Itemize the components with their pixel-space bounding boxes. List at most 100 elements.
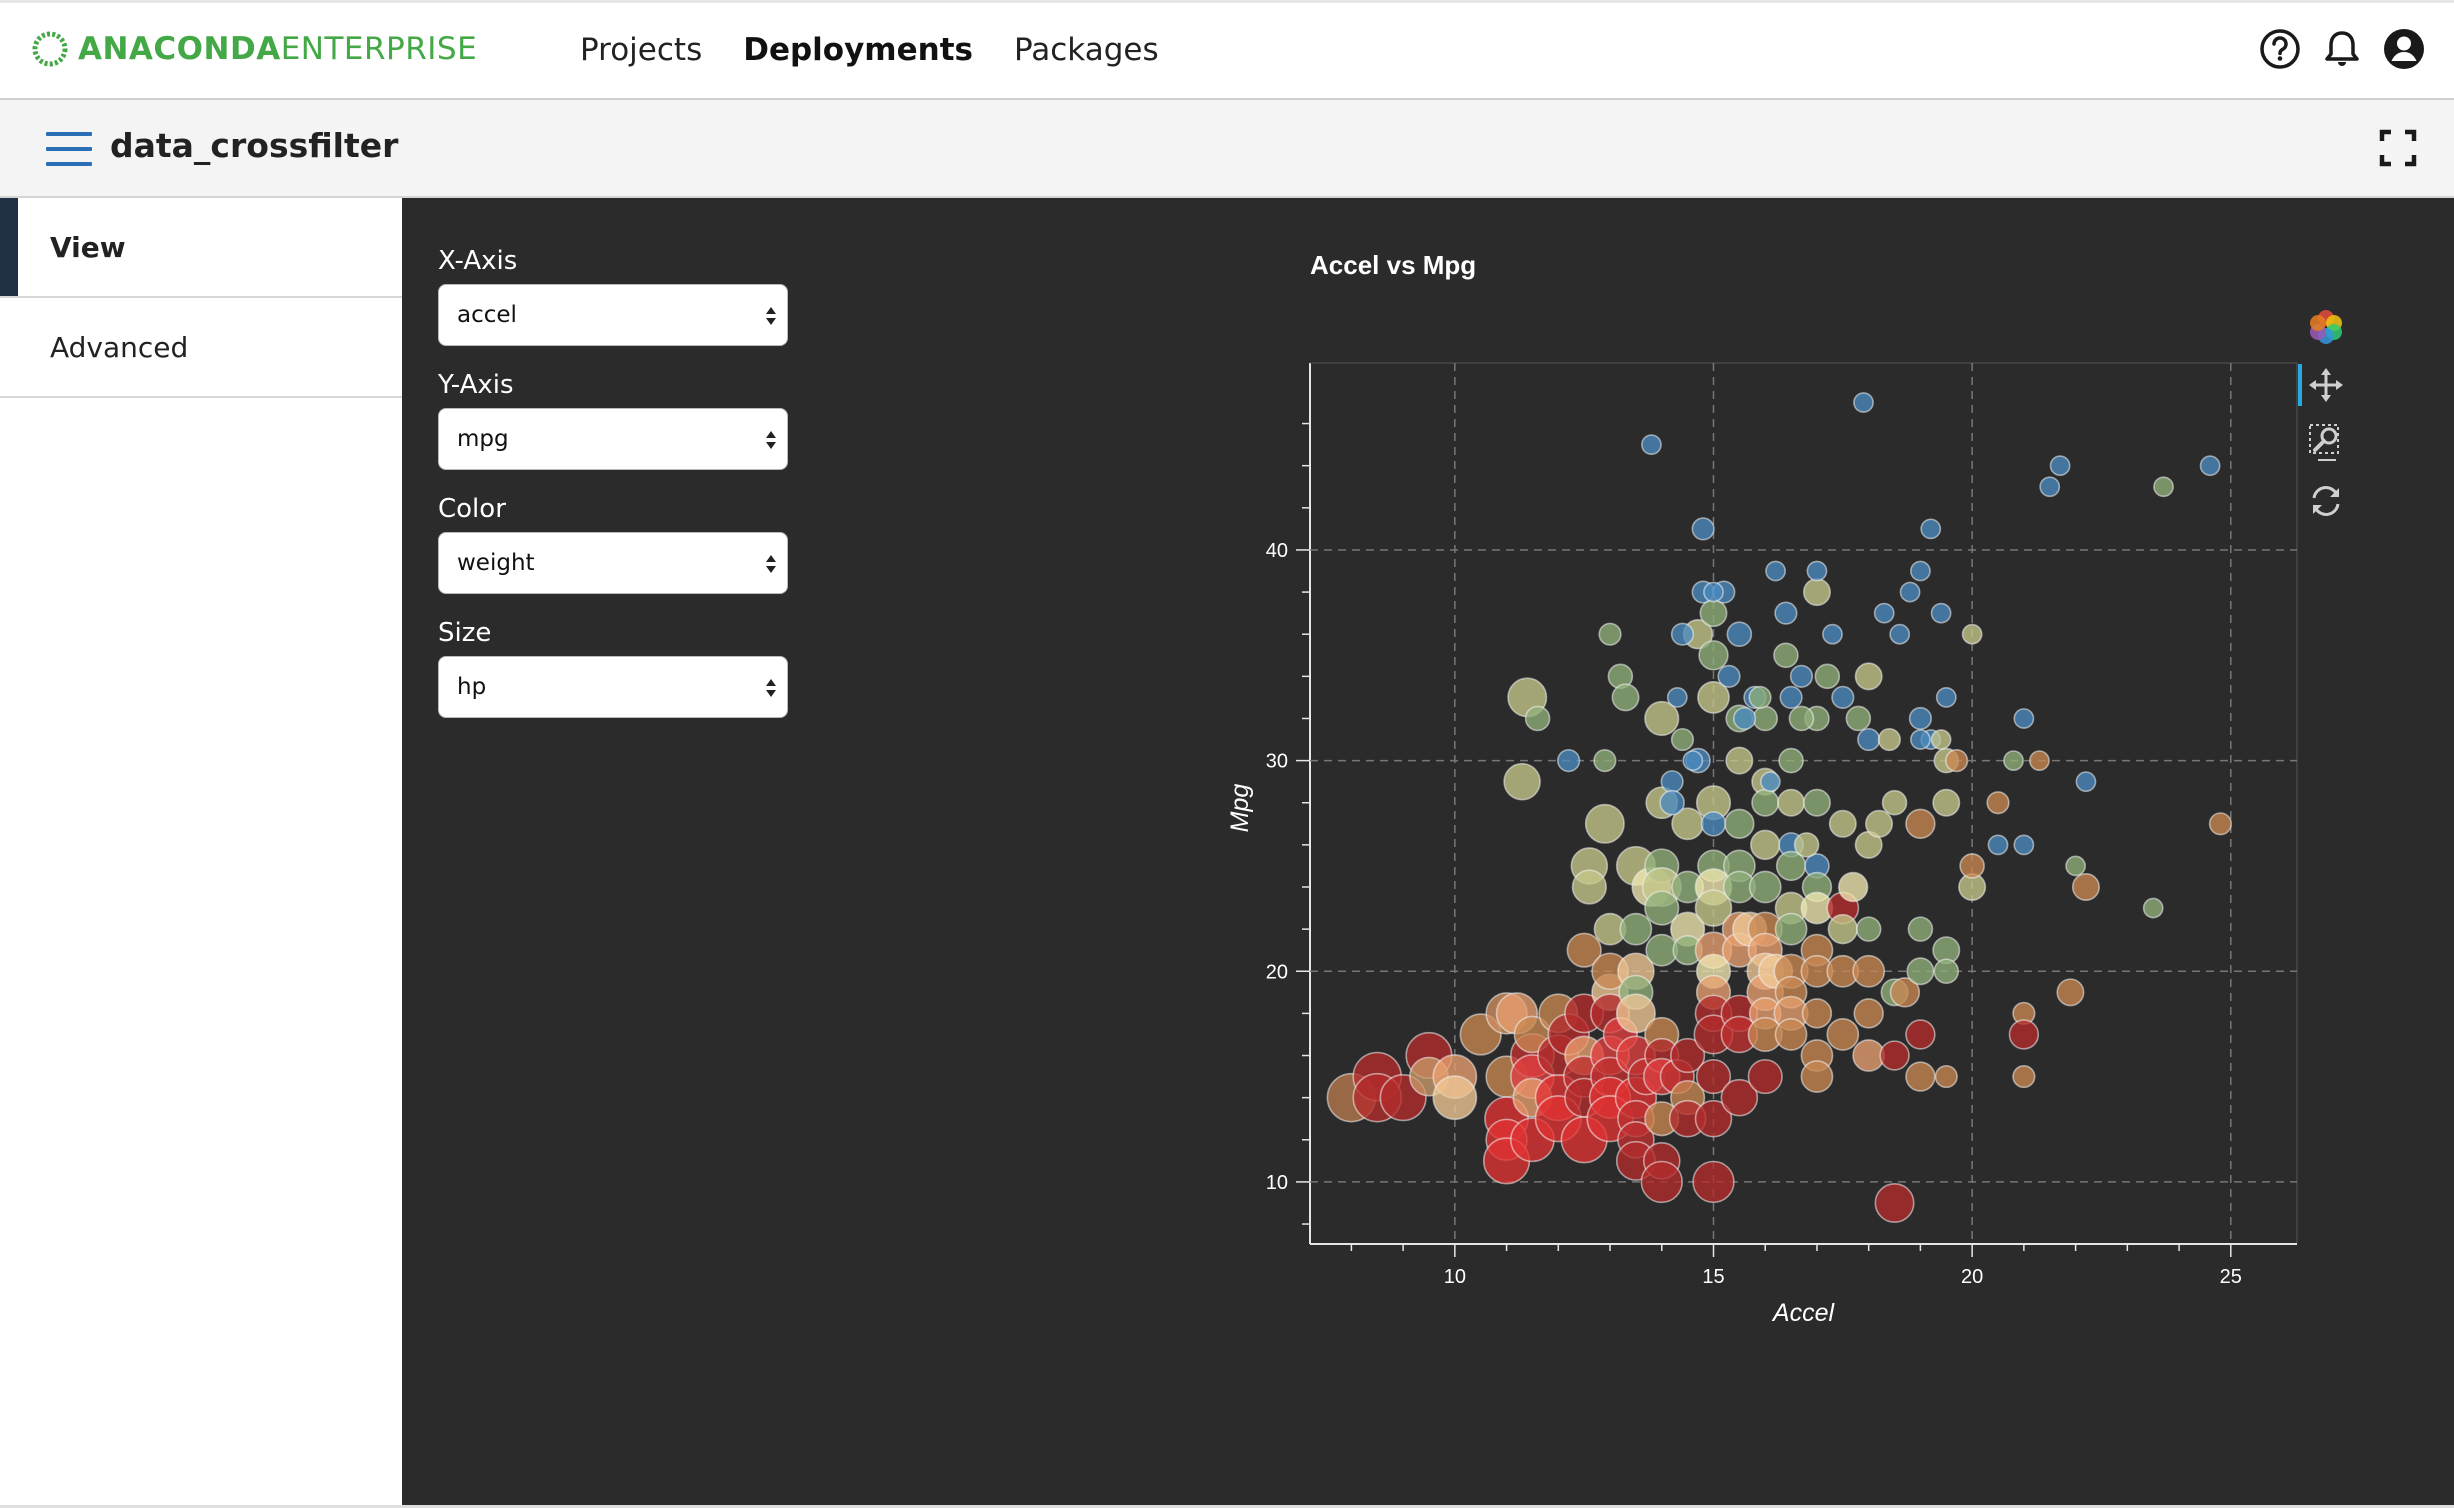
data-point [1751, 788, 1780, 817]
data-point [1697, 681, 1730, 714]
data-point [1905, 808, 1936, 839]
help-icon[interactable] [2258, 27, 2302, 71]
box-zoom-icon[interactable] [2302, 414, 2350, 472]
data-point [1930, 729, 1952, 750]
data-point [1905, 1019, 1936, 1050]
data-point [1703, 581, 1724, 603]
data-point [1611, 683, 1640, 712]
color-select[interactable]: weight [438, 532, 788, 594]
data-point [1732, 706, 1757, 731]
tab-advanced[interactable]: Advanced [0, 298, 402, 398]
data-point [2056, 978, 2085, 1007]
data-point [1765, 560, 1786, 582]
data-point [1659, 789, 1685, 816]
data-point [1748, 870, 1782, 904]
y-axis-select[interactable]: mpg [438, 408, 788, 470]
data-point [1640, 1160, 1683, 1204]
data-point [2028, 750, 2050, 772]
data-point [2142, 897, 2164, 919]
data-point [1899, 581, 1921, 603]
reset-icon[interactable] [2302, 472, 2350, 530]
data-point [1670, 1037, 1706, 1074]
data-point [1598, 622, 1622, 646]
data-point [1920, 518, 1942, 540]
nav-deployments[interactable]: Deployments [743, 32, 973, 68]
data-point [2071, 872, 2100, 901]
data-point [1935, 687, 1957, 708]
data-point [1432, 1075, 1478, 1121]
header-icons [2258, 27, 2426, 71]
plot-canvas[interactable]: 10 15 20 25 10 20 30 40 Accel Mpg [792, 228, 2412, 1428]
y-axis-value: mpg [457, 426, 509, 452]
data-point [1747, 1058, 1783, 1095]
data-point [1779, 685, 1803, 710]
data-point [1774, 1018, 1808, 1051]
data-point [1691, 517, 1715, 541]
data-point [1853, 998, 1884, 1029]
data-point [1961, 623, 1983, 645]
data-point [1692, 1160, 1735, 1204]
data-point [2065, 855, 2087, 877]
data-point [1695, 1058, 1732, 1095]
data-point [1750, 829, 1781, 861]
data-point [1619, 912, 1653, 946]
data-point [2199, 455, 2221, 477]
data-point [1778, 747, 1804, 774]
x-axis-select[interactable]: accel [438, 284, 788, 346]
x-axis-label: X-Axis [438, 246, 518, 276]
scatter-plot[interactable]: 10 15 20 25 10 20 30 40 Accel Mpg Accel vs Mpg [792, 228, 2412, 1428]
data-point [1773, 642, 1799, 669]
data-point [2039, 476, 2061, 498]
data-point [1874, 1182, 1915, 1223]
plot-title: Accel vs Mpg [1310, 250, 1477, 280]
data-point [2012, 1064, 2036, 1089]
data-point [1879, 1040, 1910, 1071]
data-point [1641, 434, 1662, 456]
data-point [1853, 392, 1874, 413]
data-point [1831, 685, 1855, 710]
size-select[interactable]: hp [438, 656, 788, 718]
x-tick-label: 20 [1961, 1266, 1983, 1288]
x-tick-label: 15 [1702, 1266, 1724, 1288]
data-point [1698, 640, 1729, 671]
nav-projects[interactable]: Projects [580, 32, 703, 68]
data-point [1889, 977, 1921, 1008]
data-point [1806, 560, 1828, 582]
data-point [1759, 771, 1781, 793]
data-point [1752, 705, 1779, 732]
bokeh-logo-icon[interactable] [2302, 298, 2350, 356]
data-point [1906, 957, 1935, 986]
tab-view[interactable]: View [0, 198, 402, 298]
data-point [1945, 749, 1969, 773]
data-point [1802, 578, 1831, 607]
pan-icon[interactable] [2298, 356, 2350, 414]
data-point [2008, 1019, 2040, 1050]
data-point [1557, 749, 1581, 773]
data-point [2075, 771, 2097, 793]
data-point [2153, 476, 2174, 498]
data-point [1802, 788, 1831, 817]
data-point [1724, 808, 1755, 839]
data-point [1717, 664, 1741, 688]
data-point [1910, 729, 1931, 750]
nav-packages[interactable]: Packages [1013, 32, 1159, 68]
data-point [1593, 749, 1617, 773]
y-axis-title: Mpg [1226, 784, 1254, 833]
data-point [1793, 832, 1820, 858]
data-point [2208, 812, 2233, 836]
data-point [2013, 834, 2035, 856]
hamburger-menu-icon[interactable] [46, 132, 92, 166]
data-point [1857, 727, 1881, 752]
data-point [1694, 889, 1733, 927]
data-point [1748, 685, 1772, 710]
fullscreen-icon[interactable] [2378, 128, 2418, 168]
bell-icon[interactable] [2320, 27, 2364, 71]
select-arrows-icon [766, 307, 776, 325]
data-point [1615, 993, 1656, 1034]
user-avatar-icon[interactable] [2382, 27, 2426, 71]
page-bottom-border [0, 1505, 2454, 1508]
data-point [1584, 803, 1625, 844]
data-point [1873, 602, 1895, 624]
anaconda-logo[interactable]: ANACONDAENTERPRISE [30, 28, 477, 70]
data-point [1644, 700, 1680, 737]
